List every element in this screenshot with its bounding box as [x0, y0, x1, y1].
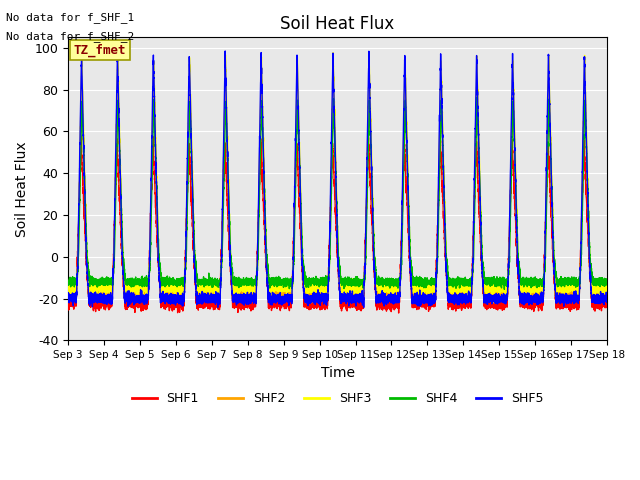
- SHF1: [474, 164, 481, 169]
- Line: SHF2: SHF2: [68, 76, 607, 303]
- Line: SHF5: SHF5: [68, 51, 607, 308]
- X-axis label: Time: Time: [321, 366, 355, 380]
- SHF1: [603, 300, 611, 305]
- SHF3: [248, 287, 255, 293]
- Line: SHF1: SHF1: [68, 136, 607, 313]
- SHF5: [458, 295, 466, 301]
- SHF4: [319, 280, 327, 286]
- Line: SHF4: SHF4: [68, 97, 607, 289]
- SHF5: [603, 295, 611, 301]
- SHF4: [248, 282, 255, 288]
- SHF4: [574, 283, 582, 289]
- SHF4: [580, 117, 588, 122]
- SHF2: [474, 96, 481, 102]
- SHF2: [458, 297, 466, 303]
- SHF1: [395, 310, 403, 316]
- SHF4: [458, 278, 466, 284]
- SHF1: [574, 306, 582, 312]
- SHF2: [603, 287, 611, 293]
- SHF1: [64, 295, 72, 300]
- SHF4: [500, 287, 508, 292]
- SHF2: [64, 293, 72, 299]
- SHF3: [319, 281, 327, 287]
- SHF5: [360, 305, 367, 311]
- SHF2: [580, 81, 588, 86]
- SHF4: [64, 279, 72, 285]
- Text: TZ_fmet: TZ_fmet: [74, 43, 126, 57]
- Text: No data for f_SHF_1: No data for f_SHF_1: [6, 12, 134, 23]
- SHF2: [492, 300, 499, 306]
- SHF1: [580, 148, 588, 154]
- SHF4: [474, 103, 481, 109]
- SHF3: [580, 71, 588, 77]
- SHF2: [365, 73, 373, 79]
- SHF3: [64, 281, 72, 287]
- SHF4: [603, 279, 611, 285]
- SHF5: [574, 298, 582, 303]
- Text: No data for f_SHF_2: No data for f_SHF_2: [6, 31, 134, 42]
- Y-axis label: Soil Heat Flux: Soil Heat Flux: [15, 141, 29, 237]
- SHF5: [221, 48, 229, 54]
- Line: SHF3: SHF3: [68, 53, 607, 298]
- SHF3: [330, 50, 337, 56]
- SHF1: [319, 298, 327, 304]
- SHF3: [603, 283, 611, 288]
- SHF1: [77, 133, 85, 139]
- SHF2: [319, 290, 327, 296]
- SHF2: [248, 291, 255, 297]
- SHF5: [319, 293, 327, 299]
- SHF3: [574, 286, 582, 292]
- Legend: SHF1, SHF2, SHF3, SHF4, SHF5: SHF1, SHF2, SHF3, SHF4, SHF5: [127, 387, 548, 410]
- SHF1: [248, 299, 255, 305]
- SHF5: [580, 56, 588, 62]
- SHF2: [574, 285, 582, 290]
- SHF4: [473, 94, 481, 100]
- SHF5: [248, 295, 255, 300]
- SHF5: [64, 295, 72, 300]
- SHF5: [474, 81, 481, 87]
- Title: Soil Heat Flux: Soil Heat Flux: [280, 15, 395, 33]
- SHF3: [596, 295, 604, 300]
- SHF3: [474, 69, 481, 75]
- SHF3: [458, 283, 466, 289]
- SHF1: [458, 299, 466, 305]
